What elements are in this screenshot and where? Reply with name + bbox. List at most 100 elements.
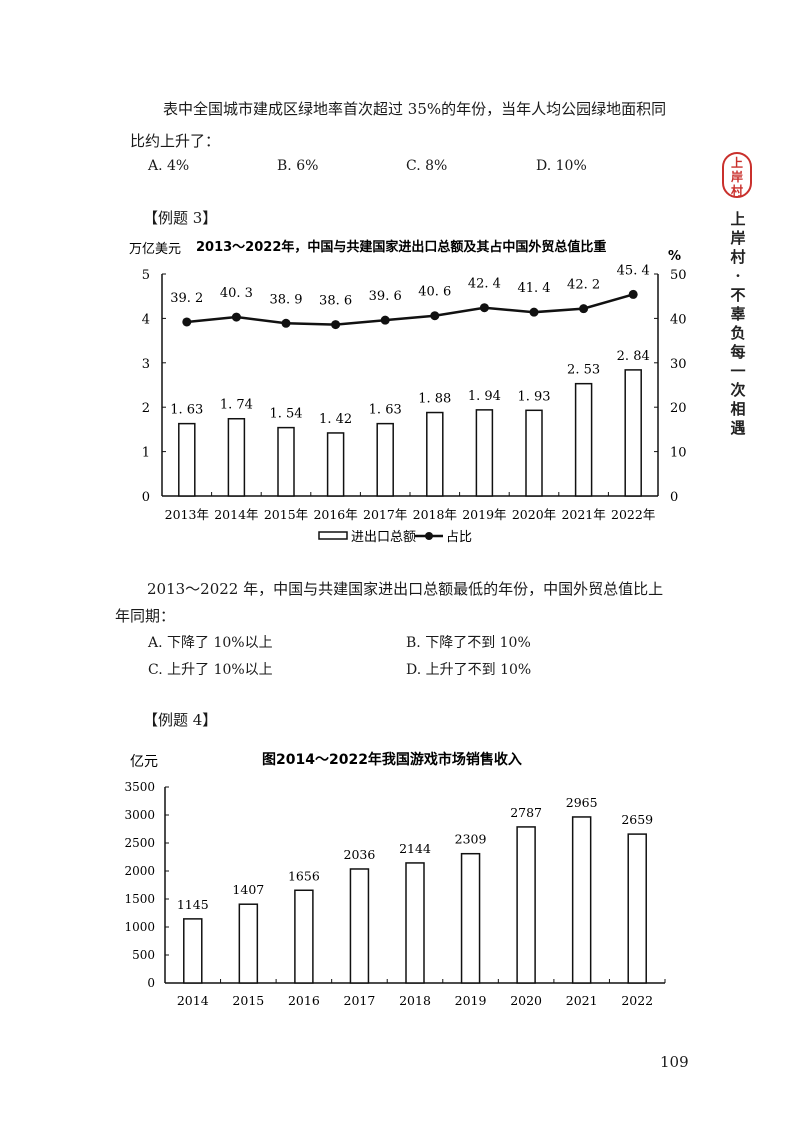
- y-tick-right: 20: [670, 401, 687, 416]
- line-marker: [281, 318, 291, 328]
- trade-chart-line: 39. 2 40. 3 38. 9 38. 6 39. 6 40. 6 42. 4 41. 4…: [170, 263, 650, 330]
- example4-label: 【例题 4】: [143, 711, 218, 729]
- bar-value-label: 2. 53: [567, 363, 600, 378]
- legend-bar-swatch: [318, 531, 348, 540]
- x-tick-label: 2022: [621, 993, 653, 1008]
- bar: [460, 852, 481, 984]
- trade-chart-legend: 进出口总额 占比: [318, 530, 472, 545]
- line-marker: [529, 307, 539, 317]
- line-value-label: 40. 3: [220, 286, 253, 301]
- prev-question-line1: 表中全国城市建成区绿地率首次超过 35%的年份，当年人均公园绿地面积同: [163, 100, 667, 118]
- y-tick-right: 10: [670, 446, 687, 461]
- prev-option-a: A. 4%: [148, 158, 190, 174]
- trade-chart-bars: 1. 63 1. 74 1. 54 1. 42 1. 63 1. 88 1. 94 1. 93…: [170, 349, 650, 497]
- bar: [227, 417, 246, 497]
- bar-value-label: 2965: [566, 795, 598, 810]
- x-tick-label: 2014年: [214, 507, 258, 522]
- line-marker: [628, 289, 638, 299]
- trade-chart-ylabel-left: 万亿美元: [129, 242, 181, 257]
- x-tick-label: 2019: [455, 993, 487, 1008]
- example3-label: 【例题 3】: [143, 209, 218, 227]
- bar: [183, 918, 203, 984]
- line-marker: [331, 320, 341, 330]
- x-tick-label: 2018: [399, 993, 431, 1008]
- x-tick-label: 2016年: [313, 507, 357, 522]
- line-value-label: 40. 6: [418, 285, 451, 300]
- example3-option-b: B. 下降了不到 10%: [406, 635, 531, 651]
- bar-value-label: 1. 94: [468, 389, 501, 404]
- line-value-label: 39. 2: [170, 291, 203, 306]
- bar-value-label: 2659: [621, 812, 653, 827]
- y-tick: 1000: [124, 920, 155, 934]
- line-value-label: 38. 9: [269, 292, 302, 307]
- bar-value-label: 1. 63: [369, 403, 402, 418]
- trade-chart-ylabel-right: %: [668, 249, 681, 264]
- y-tick: 0: [147, 976, 155, 990]
- prev-question-line2: 比约上升了：: [130, 132, 221, 150]
- y-tick-left: 2: [142, 401, 150, 416]
- bar: [178, 422, 196, 497]
- y-tick-right: 30: [670, 357, 687, 372]
- example3-question-line1: 2013～2022 年，中国与共建国家进出口总额最低的年份，中国外贸总值比上: [147, 580, 664, 598]
- y-tick-right: 50: [670, 268, 687, 283]
- page-number: 109: [660, 1053, 689, 1071]
- bar: [277, 426, 295, 497]
- game-revenue-chart: 亿元 图2014～2022年我国游戏市场销售收入 0 500 1000 1500 200…: [124, 751, 666, 1008]
- game-chart-axes: 0 500 1000 1500 2000 2500 3000 3500 2014 2015 2016…: [124, 780, 666, 1008]
- y-tick-left: 4: [142, 312, 150, 327]
- bar-value-label: 1. 54: [269, 407, 302, 422]
- line-marker: [579, 304, 589, 314]
- x-tick-label: 2021年: [561, 507, 605, 522]
- bar: [426, 411, 444, 497]
- bar: [294, 889, 314, 984]
- x-tick-label: 2022年: [611, 507, 655, 522]
- y-tick-left: 1: [142, 446, 150, 461]
- line-value-label: 42. 4: [468, 277, 501, 292]
- x-tick-label: 2020: [510, 993, 542, 1008]
- bar-value-label: 2144: [399, 841, 431, 856]
- x-tick-label: 2016: [288, 993, 320, 1008]
- bar: [571, 816, 592, 984]
- y-tick: 2500: [124, 836, 155, 850]
- y-tick: 3000: [124, 808, 155, 822]
- game-chart-ylabel: 亿元: [130, 754, 158, 770]
- trade-chart: 万亿美元 2013～2022年，中国与共建国家进出口总额及其占中国外贸总值比重 …: [129, 239, 687, 545]
- y-tick-right: 0: [670, 490, 678, 505]
- bar-value-label: 1. 63: [170, 403, 203, 418]
- bar-value-label: 1407: [232, 882, 264, 897]
- x-tick-label: 2021: [566, 993, 598, 1008]
- example3-option-c: C. 上升了 10%以上: [148, 662, 273, 678]
- line-value-label: 41. 4: [517, 281, 550, 296]
- legend-bar-label: 进出口总额: [351, 530, 416, 545]
- x-tick-label: 2015: [232, 993, 264, 1008]
- bar: [376, 422, 394, 497]
- shangancun-seal-logo: 上岸村: [722, 152, 752, 198]
- example3-option-d: D. 上升了不到 10%: [406, 662, 532, 678]
- bar-value-label: 2. 84: [617, 349, 650, 364]
- y-tick: 1500: [124, 892, 155, 906]
- trade-chart-title: 2013～2022年，中国与共建国家进出口总额及其占中国外贸总值比重: [196, 239, 606, 255]
- bar: [349, 868, 370, 984]
- y-tick-right: 40: [670, 312, 687, 327]
- legend-line-swatch: [425, 532, 433, 540]
- y-tick-left: 5: [142, 268, 150, 283]
- x-tick-label: 2013年: [165, 507, 209, 522]
- bar-value-label: 1. 93: [517, 389, 550, 404]
- line-value-label: 38. 6: [319, 294, 352, 309]
- bar-value-label: 1145: [177, 897, 209, 912]
- bar: [475, 409, 494, 497]
- y-tick: 2000: [124, 864, 155, 878]
- x-tick-label: 2014: [177, 993, 209, 1008]
- line-value-label: 45. 4: [617, 263, 650, 278]
- bar-value-label: 2309: [455, 832, 487, 847]
- bar: [405, 862, 425, 984]
- bar-value-label: 2787: [510, 805, 542, 820]
- example3-option-a: A. 下降了 10%以上: [148, 635, 273, 651]
- x-tick-label: 2019年: [462, 507, 506, 522]
- line-value-label: 39. 6: [369, 289, 402, 304]
- x-tick-label: 2020年: [512, 507, 556, 522]
- legend-line-label: 占比: [446, 530, 472, 545]
- game-chart-bars: 1145 1407 1656 2036 2144 2309 2787 2965 2659: [177, 795, 653, 984]
- line-marker: [479, 303, 489, 313]
